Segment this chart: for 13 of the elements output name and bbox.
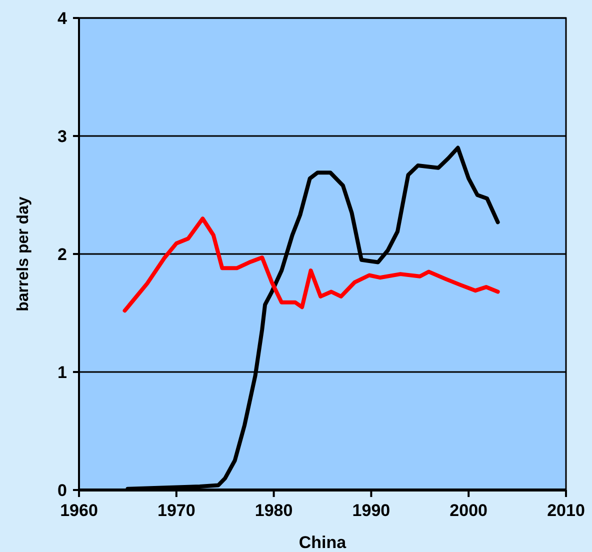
- y-tick-label: 2: [58, 245, 67, 264]
- x-tick-label: 1960: [60, 501, 98, 520]
- x-tick-label: 1970: [157, 501, 196, 520]
- y-axis-title: barrels per day: [15, 196, 32, 312]
- x-tick-label: 2000: [450, 501, 488, 520]
- x-tick-label: 1980: [254, 501, 293, 520]
- x-tick-label: 2010: [547, 501, 585, 520]
- y-tick-label: 3: [58, 127, 67, 146]
- x-axis-title: China: [298, 533, 347, 552]
- x-tick-label: 1990: [352, 501, 390, 520]
- y-tick-label: 4: [58, 9, 68, 28]
- y-tick-label: 0: [58, 481, 67, 500]
- y-tick-label: 1: [58, 363, 67, 382]
